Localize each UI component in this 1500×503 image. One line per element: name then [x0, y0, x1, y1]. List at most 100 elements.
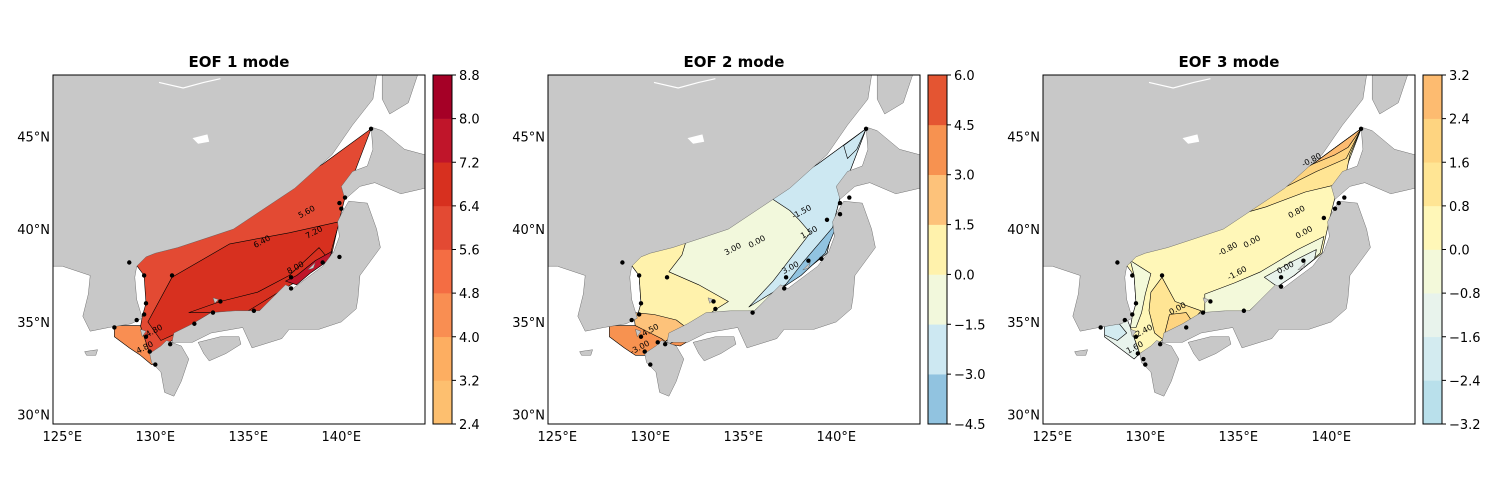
- station-point: [1336, 200, 1341, 206]
- station-point: [847, 195, 852, 200]
- honshu-landmass: [666, 200, 876, 349]
- station-point: [337, 200, 342, 206]
- station-point: [1184, 325, 1189, 330]
- colorbar-swatch: [433, 380, 452, 425]
- station-point: [711, 299, 716, 304]
- colorbar-swatch: [433, 162, 452, 207]
- station-point: [143, 301, 149, 306]
- colorbar-tick-label: 1.6: [1449, 156, 1470, 171]
- colorbar-tick-label: 4.0: [459, 331, 480, 346]
- station-point: [655, 340, 660, 345]
- hokkaido-landmass: [1331, 126, 1415, 200]
- y-tick-label: 35°N: [17, 316, 50, 331]
- x-tick-label: 135°E: [724, 430, 764, 445]
- y-tick-label: 40°N: [1007, 223, 1040, 238]
- colorbar-swatch: [928, 174, 947, 225]
- colorbar-tick-label: −0.8: [1449, 287, 1481, 302]
- colorbar-tick-label: 2.4: [1449, 113, 1470, 128]
- station-point: [713, 306, 718, 312]
- colorbar-tick-label: 5.6: [459, 244, 480, 259]
- y-tick-label: 45°N: [512, 130, 545, 145]
- colorbar-swatch: [433, 336, 452, 381]
- station-point: [819, 256, 824, 261]
- station-point: [642, 349, 647, 354]
- hokkaido-landmass: [341, 126, 425, 200]
- colorbar-swatch: [433, 293, 452, 338]
- station-point: [664, 275, 670, 280]
- eof-1-panel: EOF 1 mode 4.804.805.606.407.208.00 125°…: [17, 53, 479, 445]
- station-point: [368, 126, 374, 132]
- river-line: [158, 78, 221, 89]
- panel-title: EOF 3 mode: [1179, 53, 1280, 71]
- colorbar-tick-label: 3.2: [1449, 69, 1470, 84]
- eof-2-panel: EOF 2 mode -4.50-3.00-1.500.001.503.003.…: [512, 53, 985, 445]
- river-line: [653, 78, 716, 89]
- station-point: [1321, 215, 1327, 221]
- station-point: [337, 254, 342, 260]
- lake-shape: [1182, 134, 1200, 144]
- station-point: [1358, 126, 1364, 132]
- asia-mainland-landmass: [53, 75, 377, 332]
- station-point: [662, 341, 668, 347]
- map-area: -4.50-3.00-1.500.001.503.003.00: [548, 75, 920, 424]
- y-tick-label: 35°N: [1007, 316, 1040, 331]
- x-tick-label: 140°E: [322, 430, 362, 445]
- colorbar-tick-label: 3.2: [459, 374, 480, 389]
- colorbar-swatch: [1423, 336, 1442, 381]
- station-point: [636, 312, 642, 317]
- colorbar-tick-label: 0.0: [1449, 244, 1470, 259]
- colorbar-tick-label: 6.0: [954, 69, 975, 84]
- station-point: [1098, 325, 1103, 330]
- colorbar-tick-label: −3.2: [1449, 418, 1481, 433]
- colorbar-swatch: [928, 124, 947, 176]
- station-point: [636, 273, 642, 278]
- jeju-island: [84, 349, 98, 356]
- station-point: [782, 286, 787, 291]
- station-point: [1122, 317, 1128, 323]
- map-axes: 125°E 130°E 135°E 140°E 30°N 35°N 40°N 45°N: [512, 74, 921, 445]
- sado-island: [307, 262, 316, 271]
- station-point: [141, 273, 147, 278]
- colorbar-swatch: [1423, 249, 1442, 294]
- kyushu-landmass: [149, 340, 190, 397]
- colorbar-tick-label: −1.5: [954, 318, 986, 333]
- shikoku-landmass: [1187, 336, 1232, 362]
- y-tick-label: 35°N: [512, 316, 545, 331]
- sado-island: [1297, 262, 1306, 271]
- shikoku-landmass: [197, 336, 242, 362]
- map-frame: [52, 74, 426, 425]
- station-point: [218, 299, 223, 304]
- station-point: [210, 310, 216, 315]
- x-tick-label: 135°E: [229, 430, 269, 445]
- map-frame: [1042, 74, 1416, 425]
- oki-island: [212, 297, 219, 304]
- station-point: [648, 362, 653, 367]
- y-tick-label: 40°N: [17, 223, 50, 238]
- colorbar-swatch: [433, 249, 452, 294]
- station-point: [288, 286, 294, 291]
- station-point: [1135, 351, 1141, 356]
- y-tick-label: 40°N: [512, 223, 545, 238]
- colorbar-swatch: [433, 118, 452, 163]
- colorbar-swatch: [433, 205, 452, 250]
- colorbar-tick-label: 1.5: [954, 219, 975, 234]
- station-point: [1159, 273, 1165, 278]
- colorbar-tick-label: 6.4: [459, 200, 480, 215]
- river-line: [1148, 78, 1211, 89]
- colorbar-tick-label: −4.5: [954, 418, 986, 433]
- contour-region: [1130, 260, 1152, 328]
- station-point: [169, 273, 175, 278]
- map-area: 4.804.805.606.407.208.00: [53, 75, 425, 424]
- station-point: [1332, 206, 1338, 211]
- station-point: [141, 312, 147, 317]
- map-frame: [547, 74, 921, 425]
- station-point: [1342, 195, 1347, 200]
- colorbar-tick-label: 2.4: [459, 418, 480, 433]
- sakhalin-landmass: [877, 75, 913, 115]
- colorbar-tick-label: 7.2: [459, 156, 480, 171]
- colorbar-swatch: [928, 374, 947, 425]
- station-point: [783, 275, 789, 280]
- station-point: [1130, 273, 1135, 278]
- station-point: [1115, 260, 1120, 265]
